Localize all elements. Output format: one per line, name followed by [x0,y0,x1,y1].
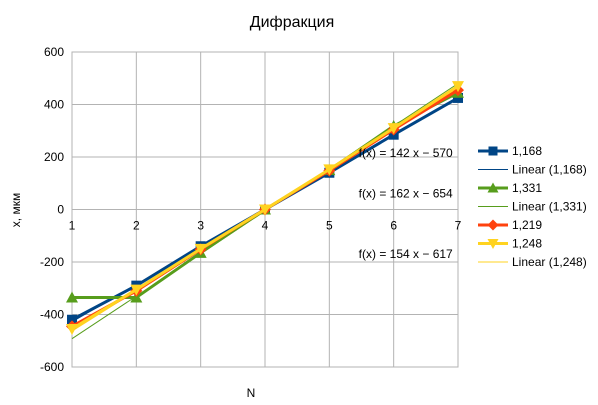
y-tick-label: 0 [57,203,64,217]
legend-label: 1,331 [512,181,542,195]
legend-label: 1,248 [512,237,542,251]
y-tick-label: 200 [44,150,64,164]
y-tick-label: -200 [40,255,64,269]
y-tick-label: -400 [40,308,64,322]
x-tick-label: 5 [326,219,333,233]
data-point [489,147,498,156]
x-tick-label: 7 [455,219,462,233]
data-point [66,324,78,335]
legend-entry: Linear (1,248) [478,255,587,269]
legend-entry: 1,248 [478,237,542,251]
chart-title: Дифракция [250,14,335,31]
annotations: f(x) = 142 x − 570 f(x) = 162 x − 654 f(x)… [359,146,453,261]
x-tick-label: 3 [197,219,204,233]
legend-entry: Linear (1,168) [478,163,587,177]
x-axis-label: N [247,386,256,400]
x-tick-label: 4 [262,219,269,233]
legend: 1,168 Linear (1,168) 1,331 Linear (1,331) 1,… [478,144,587,269]
legend-label: 1,219 [512,218,542,232]
legend-label: Linear (1,331) [512,200,587,214]
x-tick-label: 1 [69,219,76,233]
legend-label: 1,168 [512,144,542,158]
y-tick-label: 600 [44,45,64,59]
trendline-equation: f(x) = 142 x − 570 [359,146,453,160]
legend-label: Linear (1,248) [512,255,587,269]
y-tick-label: 400 [44,98,64,112]
legend-entry: 1,168 [478,144,542,158]
trendline-equation: f(x) = 154 x − 617 [359,247,453,261]
y-axis-label: x, мкм [9,193,23,227]
x-tick-label: 2 [133,219,140,233]
trendline-equation: f(x) = 162 x − 654 [359,187,453,201]
legend-entry: 1,331 [478,181,542,195]
x-tick-label: 6 [390,219,397,233]
legend-entry: 1,219 [478,218,542,232]
y-tick-label: -600 [40,360,64,374]
data-point [488,220,499,231]
legend-entry: Linear (1,331) [478,200,587,214]
legend-label: Linear (1,168) [512,163,587,177]
